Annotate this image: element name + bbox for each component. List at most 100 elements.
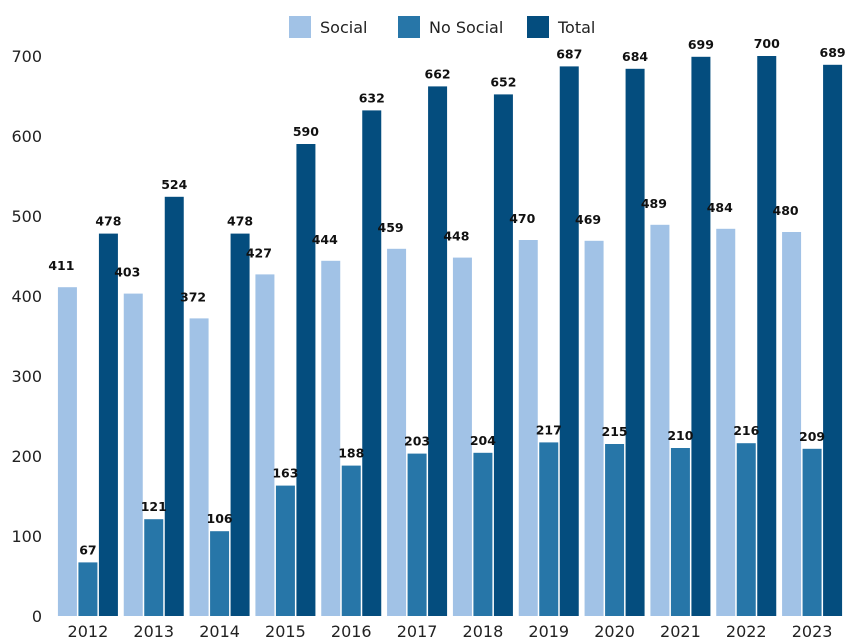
data-label-social-2018: 448 bbox=[443, 229, 469, 244]
data-label-total-2018: 652 bbox=[490, 74, 516, 89]
data-labels-group: 411 67 478 403 121 524 372 106 478 427 163 590 444 18… bbox=[48, 36, 845, 557]
y-tick-label: 400 bbox=[11, 287, 42, 306]
x-tick-label: 2022 bbox=[726, 622, 767, 640]
bars-group bbox=[57, 56, 843, 617]
y-tick-label: 600 bbox=[11, 127, 42, 146]
y-tick-label: 0 bbox=[32, 607, 42, 626]
bar-no-social-2021 bbox=[670, 448, 690, 616]
x-tick-label: 2019 bbox=[528, 622, 569, 640]
bar-social-2020 bbox=[584, 240, 604, 617]
bar-no-social-2019 bbox=[539, 442, 559, 616]
data-label-total-2016: 632 bbox=[359, 90, 385, 105]
data-label-no-social-2020: 215 bbox=[602, 424, 628, 439]
bar-no-social-2018 bbox=[473, 452, 493, 616]
bar-no-social-2014 bbox=[210, 531, 230, 616]
bar-total-2023 bbox=[823, 64, 843, 617]
data-label-no-social-2023: 209 bbox=[799, 429, 825, 444]
y-tick-label: 100 bbox=[11, 527, 42, 546]
data-label-no-social-2019: 217 bbox=[536, 422, 562, 437]
y-tick-label: 500 bbox=[11, 207, 42, 226]
data-label-social-2016: 444 bbox=[312, 232, 338, 247]
data-label-no-social-2016: 188 bbox=[338, 446, 364, 461]
data-label-total-2017: 662 bbox=[425, 66, 451, 81]
bar-no-social-2012 bbox=[78, 562, 98, 616]
data-label-total-2023: 689 bbox=[820, 45, 846, 60]
y-axis: 0 100 200 300 400 500 600 700 bbox=[11, 47, 42, 626]
bar-social-2017 bbox=[387, 248, 407, 617]
legend-swatch-no-social bbox=[398, 16, 420, 38]
data-label-total-2021: 699 bbox=[688, 37, 714, 52]
y-tick-label: 700 bbox=[11, 47, 42, 66]
bar-social-2014 bbox=[189, 318, 209, 616]
data-label-no-social-2022: 216 bbox=[733, 423, 759, 438]
x-tick-label: 2013 bbox=[133, 622, 174, 640]
legend: Social No Social Total bbox=[289, 16, 595, 38]
data-label-total-2013: 524 bbox=[161, 177, 187, 192]
y-tick-label: 200 bbox=[11, 447, 42, 466]
x-tick-label: 2014 bbox=[199, 622, 240, 640]
bar-social-2012 bbox=[57, 287, 77, 616]
y-tick-label: 300 bbox=[11, 367, 42, 386]
x-tick-label: 2023 bbox=[792, 622, 833, 640]
legend-swatch-total bbox=[527, 16, 549, 38]
data-label-no-social-2014: 106 bbox=[207, 511, 233, 526]
data-label-social-2013: 403 bbox=[114, 265, 140, 280]
x-axis: 2012 2013 2014 2015 2016 2017 2018 2019 2020 2021… bbox=[68, 622, 833, 640]
data-label-social-2020: 469 bbox=[575, 212, 601, 227]
bar-no-social-2016 bbox=[341, 465, 361, 616]
bar-social-2013 bbox=[123, 293, 143, 616]
bar-social-2015 bbox=[255, 274, 275, 616]
bar-social-2019 bbox=[518, 240, 538, 616]
bar-social-2016 bbox=[321, 260, 341, 616]
data-label-social-2022: 484 bbox=[707, 200, 733, 215]
bar-total-2017 bbox=[428, 86, 448, 616]
bar-social-2023 bbox=[782, 232, 802, 616]
data-label-total-2022: 700 bbox=[754, 36, 780, 51]
x-tick-label: 2020 bbox=[594, 622, 635, 640]
data-label-no-social-2015: 163 bbox=[272, 466, 298, 481]
data-label-total-2019: 687 bbox=[556, 46, 582, 61]
data-label-social-2014: 372 bbox=[180, 289, 206, 304]
x-tick-label: 2012 bbox=[68, 622, 109, 640]
data-label-no-social-2012: 67 bbox=[79, 542, 96, 557]
bar-social-2021 bbox=[650, 224, 670, 617]
bar-social-2022 bbox=[716, 228, 736, 617]
legend-swatch-social bbox=[289, 16, 311, 38]
legend-label-no-social: No Social bbox=[429, 18, 503, 37]
bar-no-social-2017 bbox=[407, 453, 427, 616]
bar-total-2014 bbox=[230, 233, 250, 616]
data-label-total-2012: 478 bbox=[95, 214, 121, 229]
legend-label-social: Social bbox=[320, 18, 367, 37]
bar-total-2018 bbox=[493, 94, 513, 616]
bar-total-2020 bbox=[625, 68, 645, 617]
bar-no-social-2020 bbox=[605, 444, 625, 616]
bar-no-social-2023 bbox=[802, 448, 822, 616]
data-label-no-social-2018: 204 bbox=[470, 433, 496, 448]
data-label-social-2023: 480 bbox=[773, 203, 799, 218]
bar-total-2012 bbox=[98, 233, 118, 616]
bar-total-2013 bbox=[164, 196, 184, 617]
bar-social-2018 bbox=[452, 257, 472, 616]
data-label-social-2017: 459 bbox=[378, 220, 404, 235]
data-label-total-2014: 478 bbox=[227, 214, 253, 229]
bar-total-2019 bbox=[559, 66, 579, 616]
x-tick-label: 2018 bbox=[463, 622, 504, 640]
data-label-no-social-2021: 210 bbox=[667, 428, 693, 443]
bar-total-2016 bbox=[362, 110, 382, 617]
data-label-total-2015: 590 bbox=[293, 124, 319, 139]
bar-no-social-2022 bbox=[736, 443, 756, 616]
data-label-social-2019: 470 bbox=[509, 211, 535, 226]
bar-total-2021 bbox=[691, 56, 711, 617]
x-tick-label: 2015 bbox=[265, 622, 306, 640]
bar-total-2022 bbox=[757, 56, 777, 616]
bar-no-social-2015 bbox=[275, 485, 295, 616]
bar-no-social-2013 bbox=[144, 519, 164, 616]
legend-label-total: Total bbox=[557, 18, 595, 37]
data-label-total-2020: 684 bbox=[622, 49, 648, 64]
data-label-no-social-2017: 203 bbox=[404, 434, 430, 449]
data-label-social-2012: 411 bbox=[48, 258, 74, 273]
bar-total-2015 bbox=[296, 144, 316, 616]
x-tick-label: 2016 bbox=[331, 622, 372, 640]
